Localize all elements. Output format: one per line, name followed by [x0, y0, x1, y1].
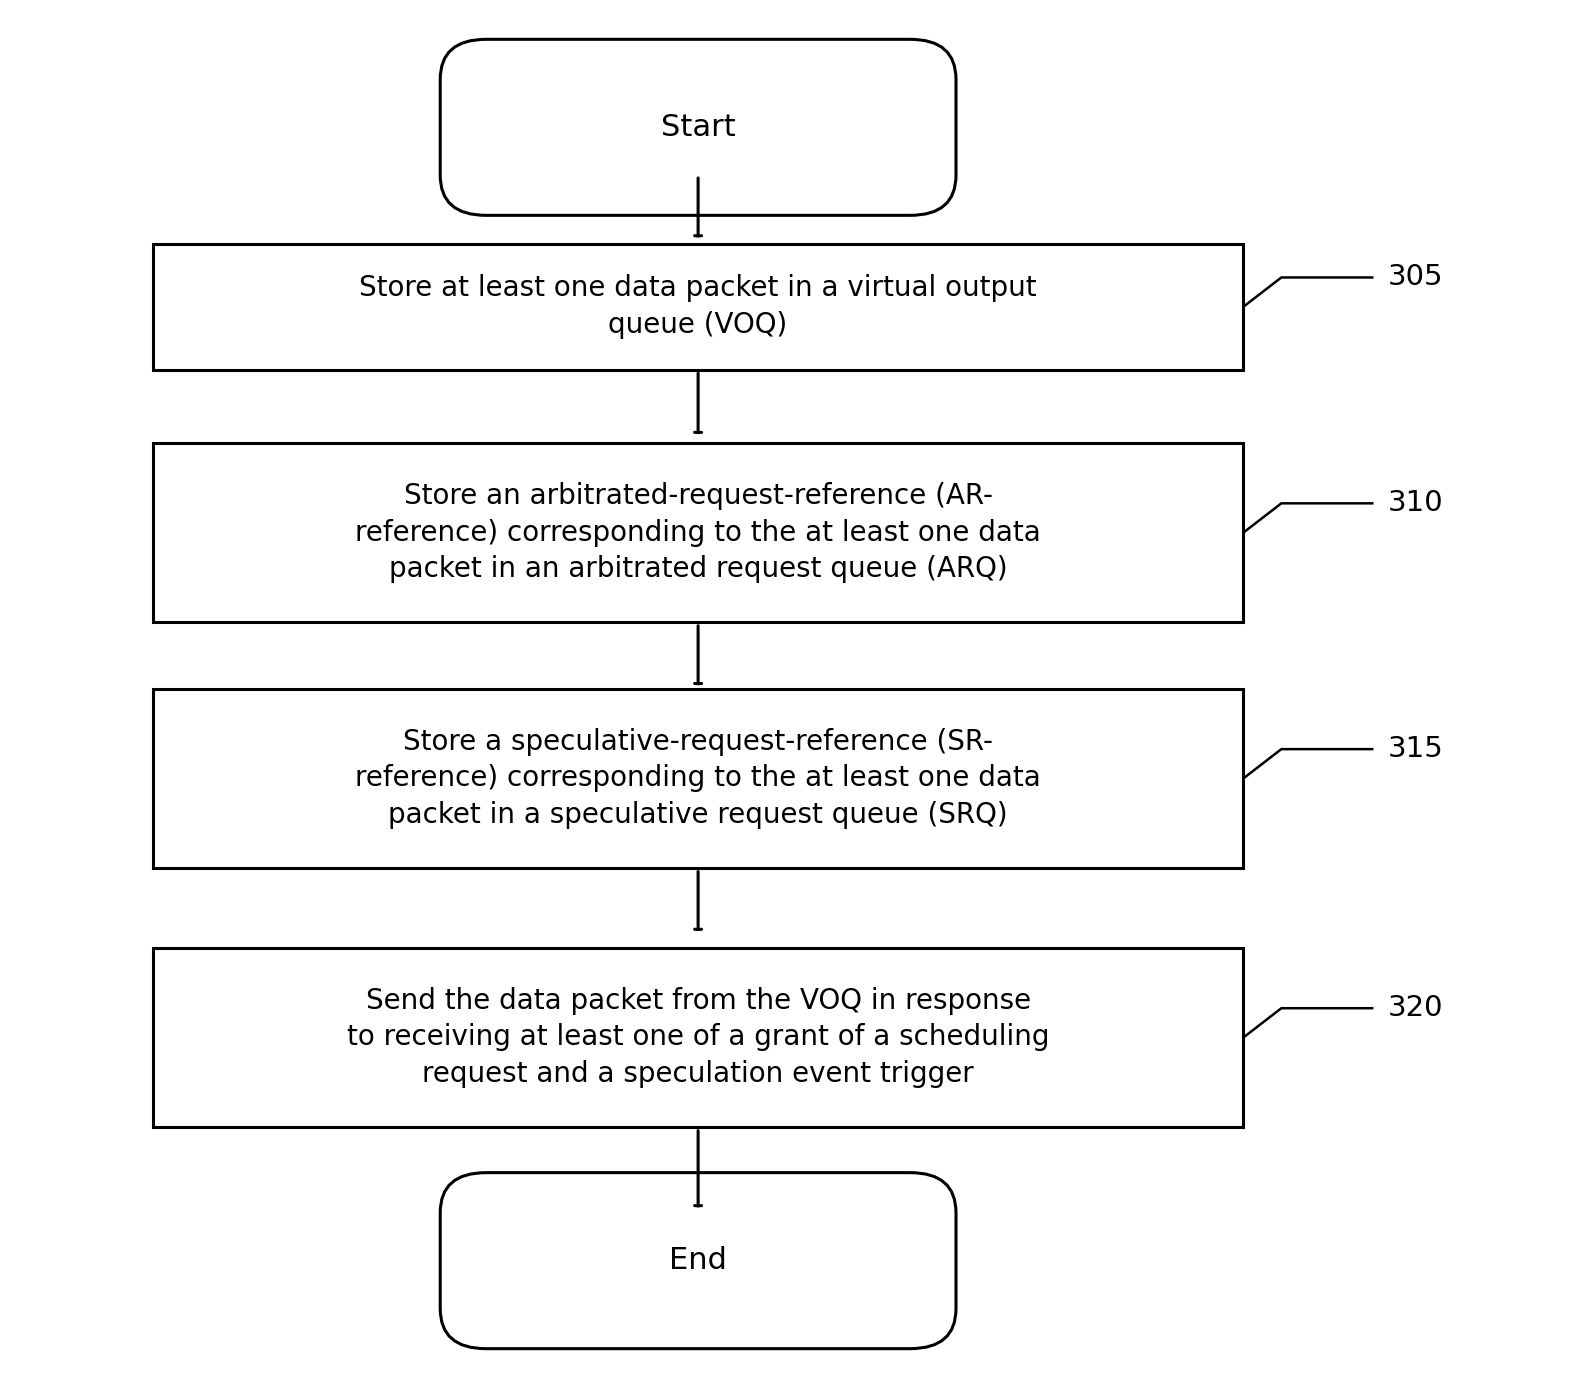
FancyBboxPatch shape	[153, 244, 1243, 370]
FancyBboxPatch shape	[153, 948, 1243, 1127]
Text: Store a speculative-request-reference (SR-
reference) corresponding to the at le: Store a speculative-request-reference (S…	[355, 728, 1041, 829]
Text: 305: 305	[1387, 263, 1442, 292]
FancyBboxPatch shape	[153, 689, 1243, 868]
Text: Send the data packet from the VOQ in response
to receiving at least one of a gra: Send the data packet from the VOQ in res…	[347, 987, 1049, 1088]
Text: 320: 320	[1387, 994, 1442, 1023]
FancyBboxPatch shape	[440, 1172, 956, 1348]
Text: 310: 310	[1387, 490, 1442, 518]
Text: Store an arbitrated-request-reference (AR-
reference) corresponding to the at le: Store an arbitrated-request-reference (A…	[355, 482, 1041, 584]
Text: Start: Start	[661, 113, 735, 141]
FancyBboxPatch shape	[153, 443, 1243, 623]
Text: End: End	[669, 1246, 727, 1275]
Text: Store at least one data packet in a virtual output
queue (VOQ): Store at least one data packet in a virt…	[360, 274, 1037, 339]
FancyBboxPatch shape	[440, 39, 956, 216]
Text: 315: 315	[1387, 735, 1444, 763]
